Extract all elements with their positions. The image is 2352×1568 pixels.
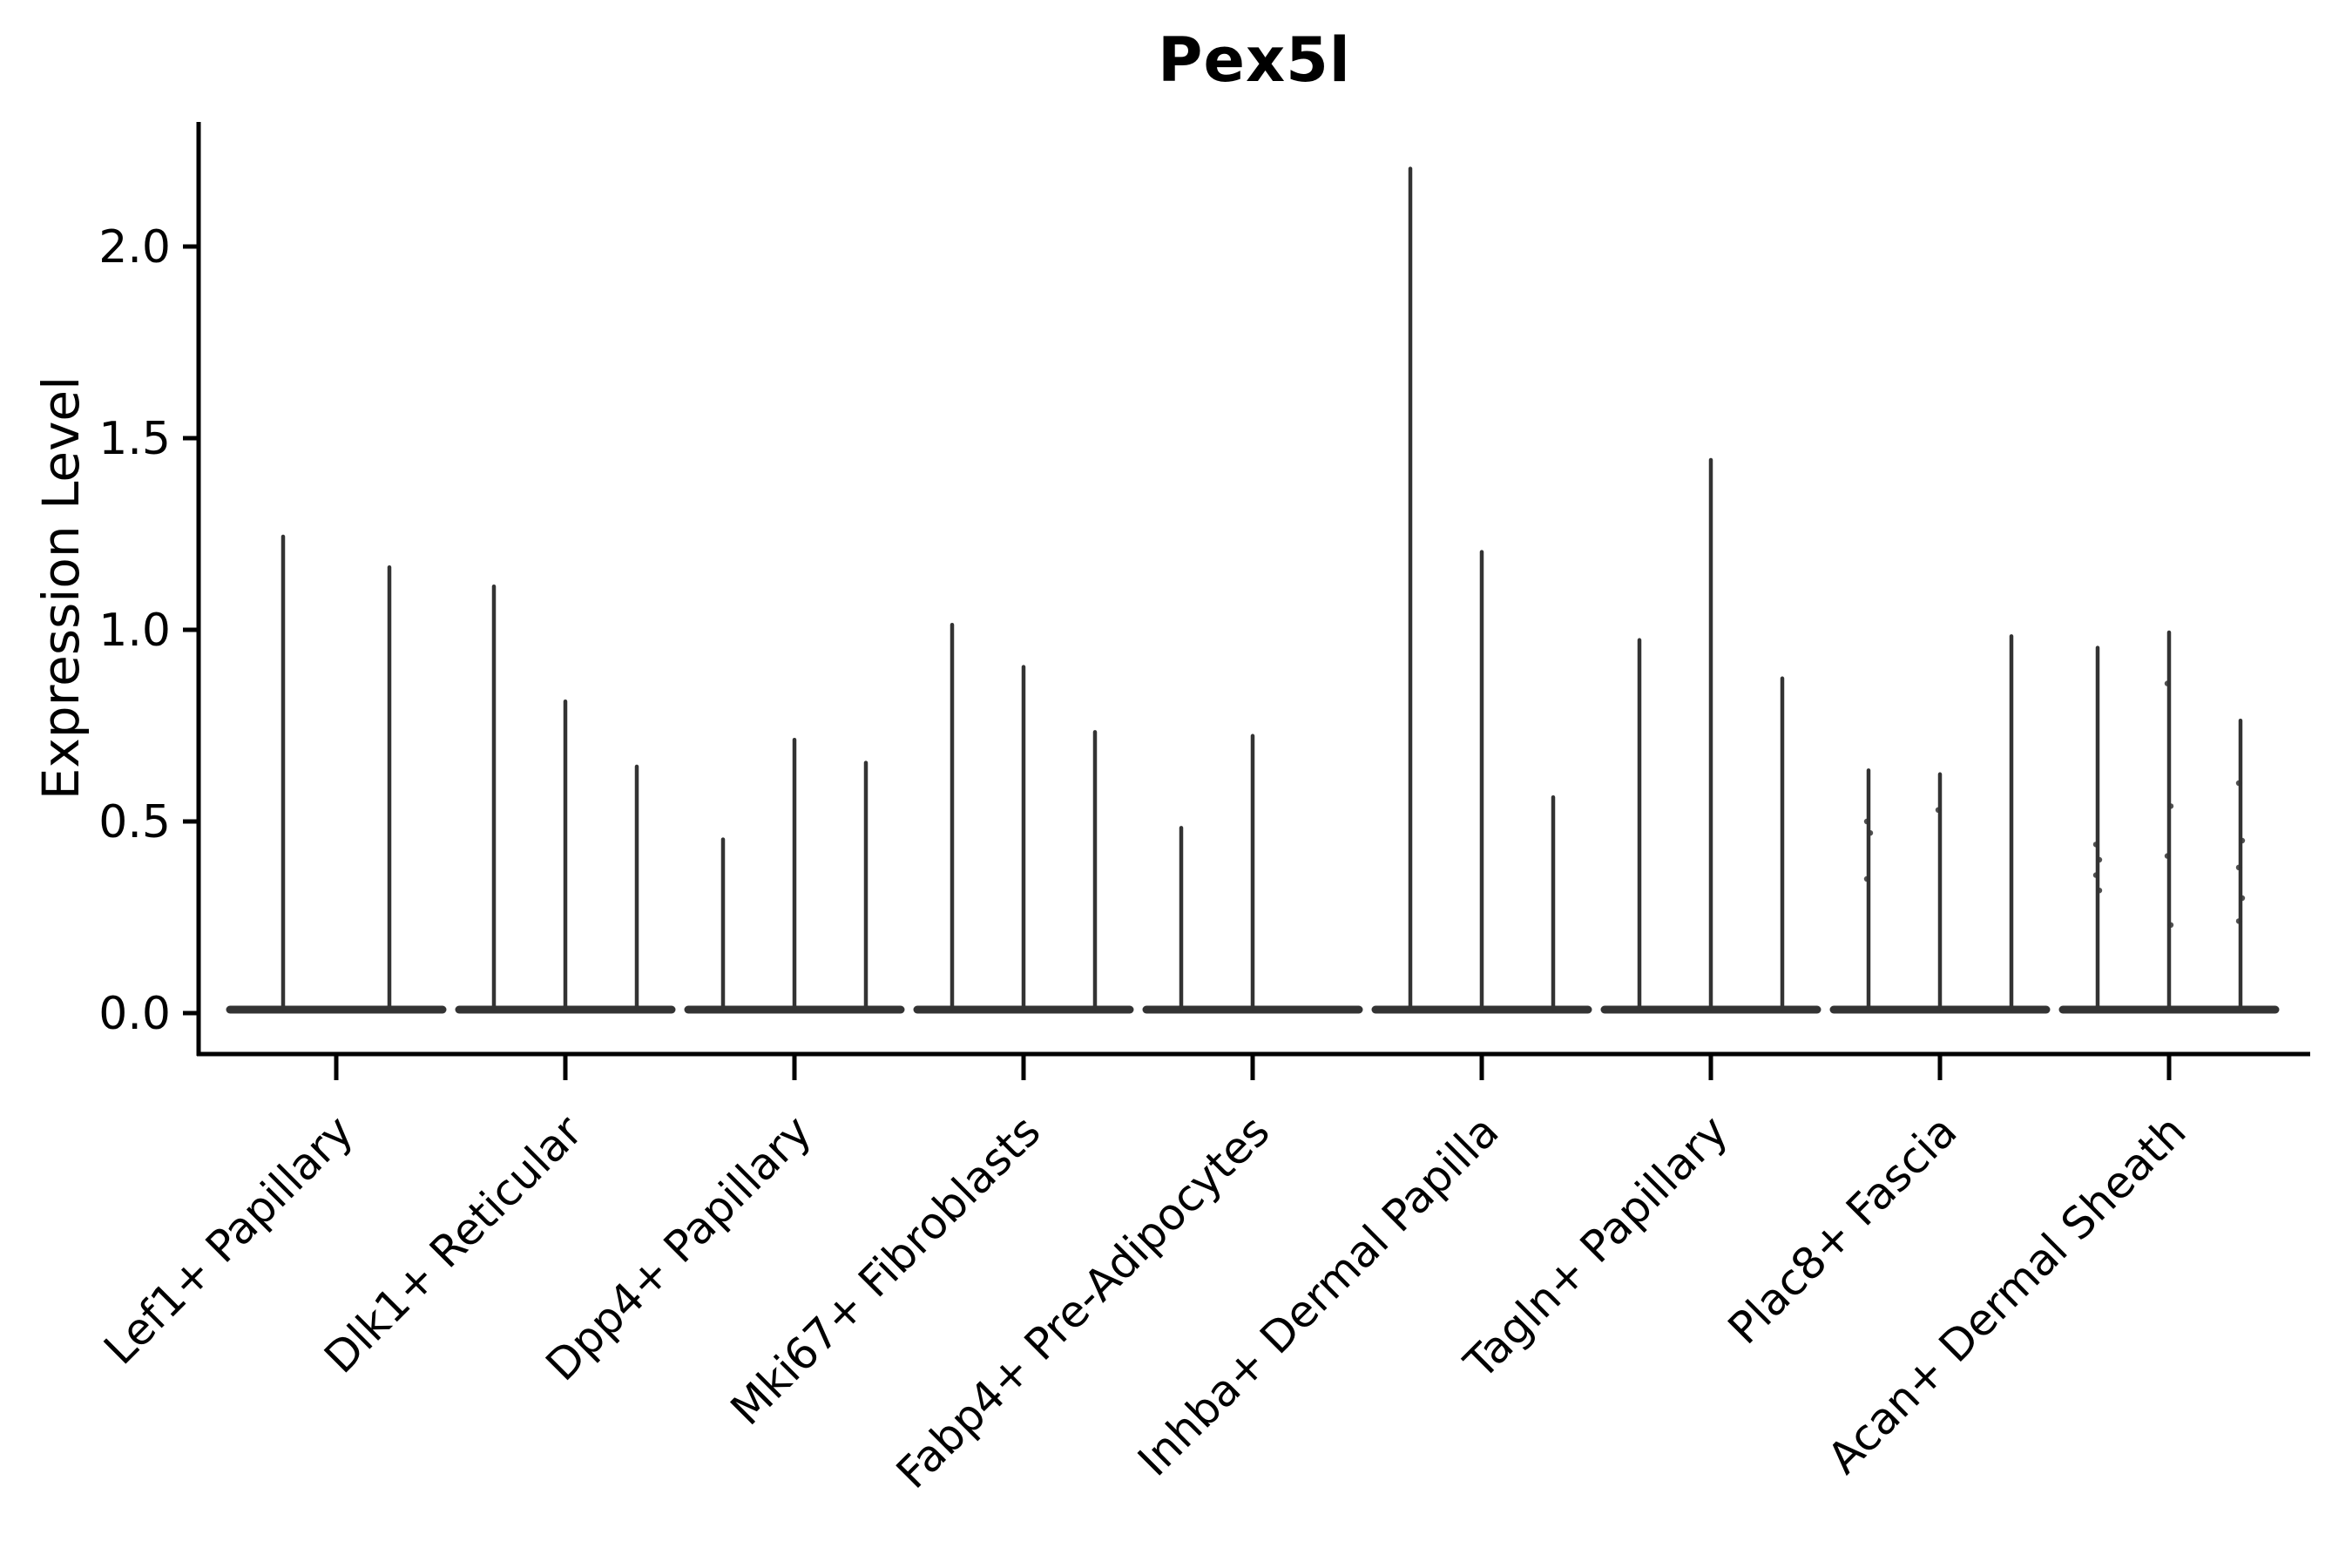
cell-point [2164, 680, 2171, 686]
cell-point [2235, 780, 2242, 787]
cell-point [1867, 830, 1874, 836]
cell-point [2235, 864, 2242, 870]
chart-title: Pex5l [1158, 24, 1351, 96]
cell-point [2235, 918, 2242, 924]
x-tick-label: Fabp4+ Pre-Adipocytes [887, 1105, 1280, 1498]
cell-point [1863, 875, 1870, 882]
cell-point [2239, 895, 2246, 902]
cell-point [1935, 807, 1942, 813]
x-tick-label: Lef1+ Papillary [94, 1105, 362, 1374]
y-tick-label: 0.0 [98, 988, 171, 1040]
cell-point [2167, 922, 2174, 929]
cell-point [2164, 853, 2171, 859]
y-tick-label: 0.5 [98, 796, 171, 848]
cell-point [1863, 818, 1870, 825]
cell-point [2096, 856, 2103, 863]
y-tick-label: 1.0 [98, 605, 171, 657]
y-tick-label: 1.5 [98, 413, 171, 465]
cell-point [2092, 872, 2099, 878]
y-tick-label: 2.0 [98, 221, 171, 274]
cell-point [2239, 837, 2246, 844]
cell-point [2167, 803, 2174, 809]
cell-point [2096, 888, 2103, 894]
cell-point [2092, 841, 2099, 848]
x-tick-label: Plac8+ Fascia [1719, 1105, 1967, 1354]
